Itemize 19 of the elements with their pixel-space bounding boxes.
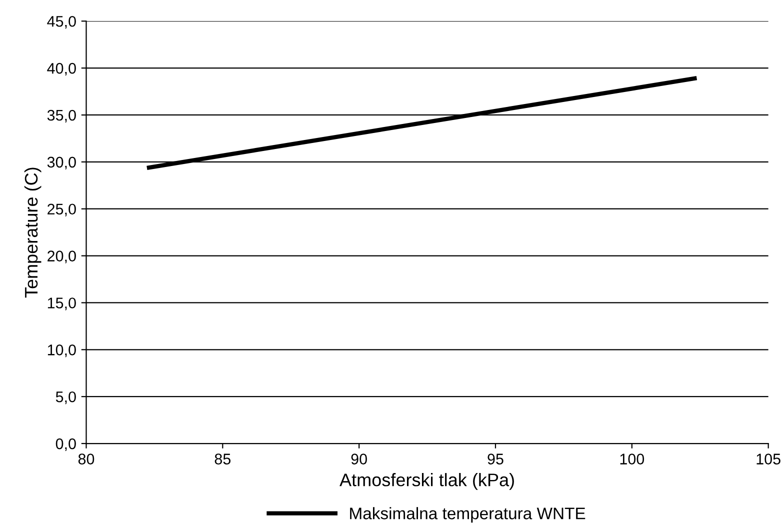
y-tick-label: 20,0 (48, 250, 76, 264)
y-tick-label: 30,0 (47, 156, 76, 170)
y-axis-title: Temperature (C) (24, 168, 42, 298)
x-tick-label: 80 (78, 454, 94, 464)
y-tick-label: 25,0 (48, 204, 76, 216)
legend-label: Maksimalna temperatura WNTE (350, 507, 586, 523)
y-tick-label: 5,0 (56, 391, 76, 404)
y-tick-label: 35,0 (47, 110, 76, 122)
y-tick-label: 10,0 (48, 344, 76, 358)
y-tick-label: 0,0 (56, 438, 76, 452)
y-tick-label: 15,0 (48, 298, 76, 310)
x-tick-label: 90 (351, 454, 367, 464)
x-tick-label: 95 (488, 454, 504, 464)
x-tick-label: 105 (756, 454, 780, 464)
y-tick-label: 45,0 (47, 16, 76, 29)
x-axis-title: Atmosferski tlak (kPa) (340, 473, 514, 490)
x-tick-label: 100 (620, 454, 644, 464)
y-tick-label: 40,0 (47, 62, 76, 76)
x-tick-label: 85 (214, 454, 231, 464)
